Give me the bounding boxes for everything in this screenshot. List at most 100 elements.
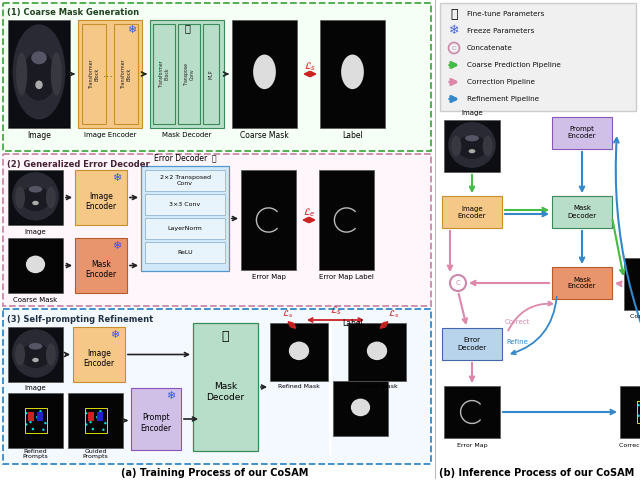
Text: Mask Decoder: Mask Decoder [163, 132, 212, 138]
Bar [637, 400, 640, 423]
Text: ❄: ❄ [110, 330, 120, 340]
Bar [8, 20, 70, 128]
Ellipse shape [13, 24, 65, 120]
Text: Image: Image [27, 131, 51, 140]
Bar [3, 309, 431, 464]
Bar [320, 20, 385, 128]
Bar [114, 24, 138, 124]
Text: ❄: ❄ [127, 25, 137, 35]
Text: 🔥: 🔥 [221, 331, 229, 344]
Text: Guided Mask: Guided Mask [356, 384, 397, 389]
Text: 2×2 Transposed
Conv: 2×2 Transposed Conv [159, 175, 211, 186]
Circle shape [39, 410, 42, 412]
Text: Concatenate: Concatenate [467, 45, 513, 51]
Circle shape [104, 422, 107, 424]
Bar [178, 24, 200, 124]
Text: ReLU: ReLU [177, 250, 193, 255]
Text: $\mathcal{L}_s$: $\mathcal{L}_s$ [388, 308, 400, 320]
Bar [97, 412, 103, 420]
Ellipse shape [16, 52, 28, 96]
Text: Fine-tune Parameters: Fine-tune Parameters [467, 11, 545, 17]
Ellipse shape [46, 344, 56, 365]
Ellipse shape [26, 255, 45, 273]
Bar [9, 171, 62, 224]
Text: LayerNorm: LayerNorm [168, 226, 202, 231]
Circle shape [85, 412, 88, 414]
Circle shape [25, 423, 28, 426]
Ellipse shape [451, 136, 461, 156]
Bar [552, 117, 612, 149]
Bar [78, 20, 142, 128]
Text: MLP: MLP [209, 69, 214, 79]
Text: Prompt
Encoder: Prompt Encoder [140, 413, 172, 432]
Bar [145, 194, 225, 215]
Text: Error Map Label: Error Map Label [319, 274, 374, 280]
Bar [84, 408, 106, 432]
Text: Refinement Pipeline: Refinement Pipeline [467, 96, 539, 102]
Ellipse shape [32, 201, 39, 205]
Bar [150, 20, 224, 128]
Bar [232, 20, 297, 128]
Bar [3, 3, 431, 151]
Bar [348, 323, 406, 381]
Ellipse shape [465, 135, 479, 141]
Bar [9, 328, 62, 381]
Text: Label: Label [342, 319, 364, 327]
Text: Error
Decoder: Error Decoder [458, 337, 486, 350]
Ellipse shape [22, 52, 56, 100]
Bar [82, 24, 106, 124]
Text: (b) Inference Process of our CoSAM: (b) Inference Process of our CoSAM [440, 468, 635, 478]
Text: Image
Encoder: Image Encoder [458, 205, 486, 218]
Ellipse shape [15, 344, 25, 365]
Bar [36, 412, 44, 420]
Bar [445, 121, 499, 171]
Bar [73, 327, 125, 382]
Text: Prompt
Encoder: Prompt Encoder [568, 127, 596, 140]
Text: ❄: ❄ [166, 391, 176, 401]
Bar [145, 170, 225, 191]
Bar [75, 238, 127, 293]
Text: Freeze Parameters: Freeze Parameters [467, 28, 534, 34]
Ellipse shape [351, 398, 370, 416]
Ellipse shape [35, 81, 43, 89]
Text: Mask
Encoder: Mask Encoder [85, 260, 116, 279]
Text: Coarse Mask: Coarse Mask [240, 131, 289, 140]
Circle shape [90, 421, 92, 423]
Ellipse shape [456, 135, 488, 159]
Text: ❄: ❄ [112, 241, 122, 251]
Text: Correct: Correct [504, 319, 530, 325]
Bar [193, 323, 258, 451]
Text: Transformer
Block: Transformer Block [159, 60, 170, 88]
Text: Refine: Refine [506, 339, 528, 345]
Bar [8, 170, 63, 225]
Text: C: C [452, 46, 456, 50]
Text: Refined
Prompts: Refined Prompts [22, 449, 49, 459]
Bar [442, 196, 502, 228]
Ellipse shape [12, 329, 59, 378]
Ellipse shape [367, 342, 387, 360]
Text: Image
Encoder: Image Encoder [85, 192, 116, 211]
Bar [444, 120, 500, 172]
Bar [444, 386, 500, 438]
Ellipse shape [289, 342, 309, 360]
Bar [68, 393, 123, 448]
Text: Image Encoder: Image Encoder [84, 132, 136, 138]
Bar [552, 196, 612, 228]
Text: Error Map: Error Map [252, 274, 285, 280]
Circle shape [96, 416, 99, 419]
Ellipse shape [341, 55, 364, 89]
Ellipse shape [20, 186, 51, 211]
Bar [145, 218, 225, 239]
Bar [24, 408, 47, 432]
Bar [624, 258, 640, 310]
Bar [333, 381, 388, 436]
Text: Transformer
Block: Transformer Block [88, 59, 99, 89]
Text: Refined Mask: Refined Mask [278, 384, 320, 389]
Text: (a) Training Process of our CoSAM: (a) Training Process of our CoSAM [122, 468, 308, 478]
Circle shape [31, 428, 34, 430]
Text: (3) Self-prompting Refinement: (3) Self-prompting Refinement [7, 314, 153, 324]
Text: C: C [456, 280, 460, 286]
Bar [28, 412, 35, 420]
Bar [241, 170, 296, 270]
Ellipse shape [29, 186, 42, 192]
